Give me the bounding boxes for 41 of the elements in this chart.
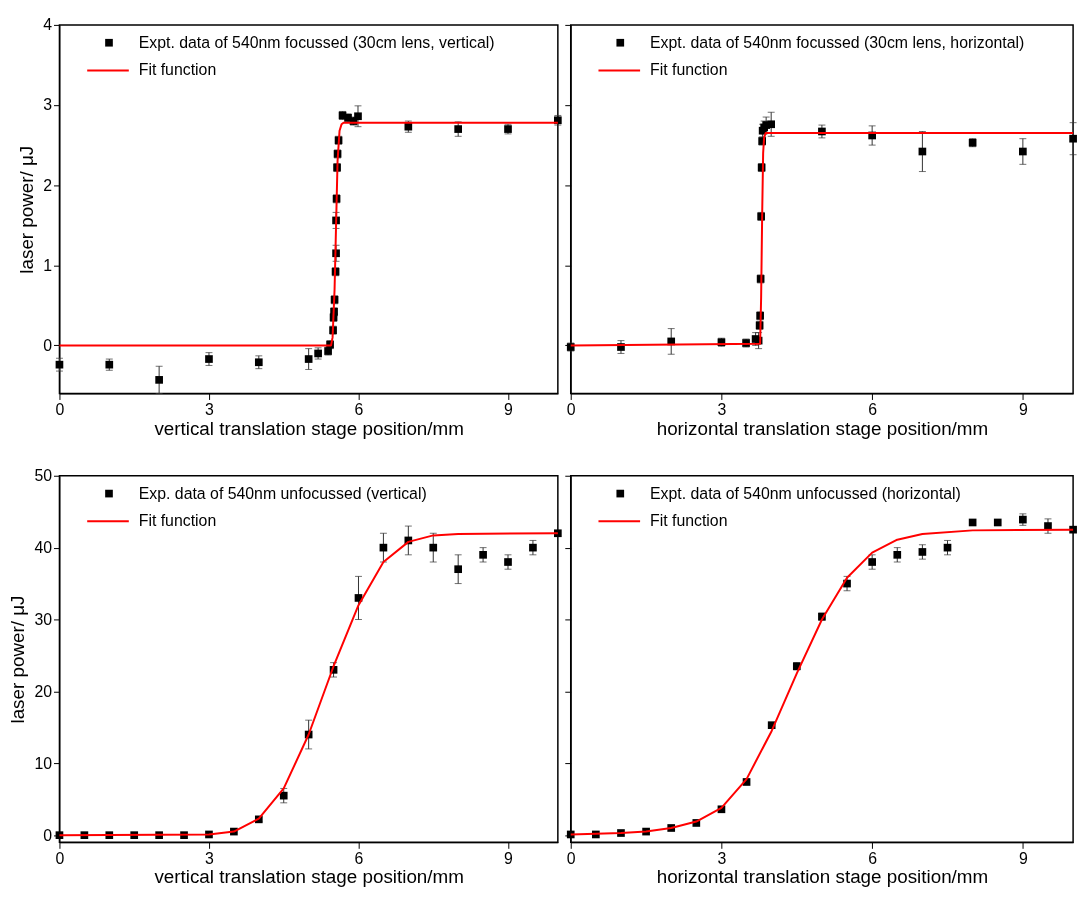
y-tick-label: 40 <box>34 539 53 557</box>
legend-label: Fit function <box>138 61 217 79</box>
y-tick-label: 10 <box>34 754 53 772</box>
x-tick-label: 9 <box>1018 849 1028 867</box>
x-tick-label: 0 <box>566 400 576 418</box>
x-tick-label: 0 <box>55 849 65 867</box>
y-tick-label: 3 <box>43 96 53 114</box>
y-tick-label: 0 <box>43 336 53 354</box>
x-tick-label: 6 <box>354 400 364 418</box>
x-tick-label: 9 <box>1018 400 1028 418</box>
x-tick-label: 9 <box>504 400 514 418</box>
legend-label: Exp. data of 540nm unfocussed (vertical) <box>138 484 427 502</box>
legend-label: Expt. data of 540nm focussed (30cm lens, vertical) <box>138 33 495 51</box>
legend-label: Fit function <box>650 61 728 79</box>
x-tick-label: 0 <box>55 400 65 418</box>
legend-label: Fit function <box>138 512 217 530</box>
x-tick-label: 3 <box>717 849 727 867</box>
x-axis-title: vertical translation stage position/mm <box>154 417 464 439</box>
y-tick-label: 1 <box>43 256 53 274</box>
x-tick-label: 3 <box>205 849 215 867</box>
y-tick-label: 0 <box>43 826 53 844</box>
x-axis-title: vertical translation stage position/mm <box>154 866 464 888</box>
legend-label: Expt. data of 540nm focussed (30cm lens, horizontal) <box>650 33 1025 51</box>
x-tick-label: 6 <box>354 849 364 867</box>
y-tick-label: 50 <box>34 467 53 485</box>
x-tick-label: 3 <box>717 400 727 418</box>
x-axis-title: horizontal translation stage position/mm <box>656 866 989 888</box>
legend-label: Expt. data of 540nm unfocussed (horizontal) <box>650 484 961 502</box>
y-tick-label: 20 <box>34 682 53 700</box>
x-tick-label: 9 <box>504 849 514 867</box>
x-tick-label: 6 <box>868 400 878 418</box>
y-tick-label: 30 <box>34 610 53 628</box>
y-axis-title: laser power/ μJ <box>7 595 29 724</box>
y-tick-label: 4 <box>43 16 53 34</box>
x-tick-label: 6 <box>868 849 878 867</box>
y-tick-label: 2 <box>43 176 53 194</box>
legend-label: Fit function <box>650 512 728 530</box>
x-axis-title: horizontal translation stage position/mm <box>656 417 989 439</box>
y-axis-title: laser power/ μJ <box>16 145 38 274</box>
x-tick-label: 0 <box>566 849 576 867</box>
x-tick-label: 3 <box>205 400 215 418</box>
